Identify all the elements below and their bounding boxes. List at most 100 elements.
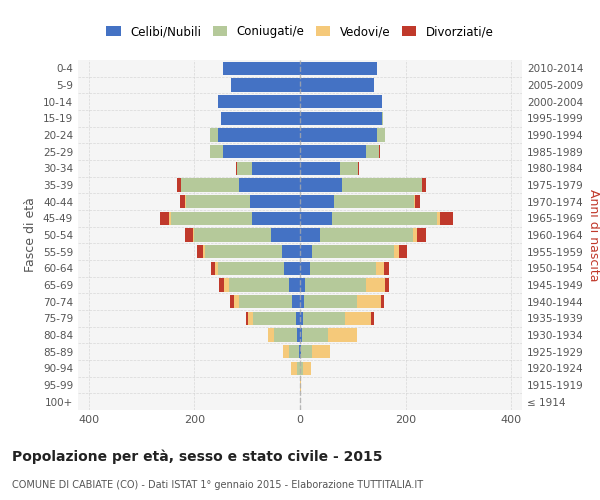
Bar <box>300 78 374 92</box>
Bar <box>377 128 385 141</box>
Bar <box>300 362 302 375</box>
Bar <box>437 212 440 225</box>
Bar <box>342 178 422 192</box>
Bar <box>218 128 300 141</box>
Bar <box>203 245 205 258</box>
Bar <box>194 228 271 241</box>
Bar <box>302 328 328 342</box>
Bar <box>283 345 289 358</box>
Bar <box>223 145 300 158</box>
Bar <box>234 295 239 308</box>
Bar <box>300 378 301 392</box>
Bar <box>394 245 399 258</box>
Bar <box>300 228 320 241</box>
Bar <box>302 362 311 375</box>
Bar <box>311 345 330 358</box>
Bar <box>239 178 300 192</box>
Bar <box>300 62 377 75</box>
Bar <box>300 112 382 125</box>
Bar <box>215 262 218 275</box>
Bar <box>300 212 332 225</box>
Bar <box>292 295 300 308</box>
Bar <box>248 312 253 325</box>
Bar <box>311 245 394 258</box>
Bar <box>205 245 281 258</box>
Bar <box>300 312 302 325</box>
Bar <box>376 262 383 275</box>
Bar <box>187 195 250 208</box>
Bar <box>340 162 358 175</box>
Bar <box>231 78 300 92</box>
Bar <box>300 262 310 275</box>
Bar <box>300 145 366 158</box>
Bar <box>236 162 253 175</box>
Bar <box>185 228 193 241</box>
Bar <box>310 262 376 275</box>
Bar <box>177 178 181 192</box>
Bar <box>218 262 284 275</box>
Bar <box>300 162 340 175</box>
Bar <box>304 295 357 308</box>
Bar <box>413 195 415 208</box>
Bar <box>300 345 301 358</box>
Bar <box>210 145 223 158</box>
Bar <box>300 195 334 208</box>
Bar <box>169 212 170 225</box>
Bar <box>170 212 253 225</box>
Legend: Celibi/Nubili, Coniugati/e, Vedovi/e, Divorziati/e: Celibi/Nubili, Coniugati/e, Vedovi/e, Di… <box>101 20 499 43</box>
Bar <box>379 145 380 158</box>
Bar <box>291 362 298 375</box>
Bar <box>300 328 302 342</box>
Bar <box>300 178 342 192</box>
Bar <box>197 245 203 258</box>
Bar <box>357 295 381 308</box>
Bar <box>366 278 385 291</box>
Bar <box>218 95 300 108</box>
Y-axis label: Anni di nascita: Anni di nascita <box>587 188 600 281</box>
Bar <box>300 95 382 108</box>
Bar <box>160 212 169 225</box>
Bar <box>300 278 305 291</box>
Y-axis label: Fasce di età: Fasce di età <box>25 198 37 272</box>
Bar <box>305 278 366 291</box>
Bar <box>239 295 292 308</box>
Bar <box>300 128 377 141</box>
Bar <box>253 212 300 225</box>
Bar <box>415 195 420 208</box>
Bar <box>296 312 300 325</box>
Bar <box>440 212 453 225</box>
Bar <box>301 345 311 358</box>
Bar <box>320 228 413 241</box>
Bar <box>382 112 383 125</box>
Bar <box>300 245 311 258</box>
Bar <box>371 312 374 325</box>
Bar <box>180 195 185 208</box>
Bar <box>230 295 234 308</box>
Bar <box>358 162 359 175</box>
Bar <box>334 195 413 208</box>
Bar <box>271 228 300 241</box>
Bar <box>413 228 417 241</box>
Bar <box>193 228 194 241</box>
Bar <box>328 328 357 342</box>
Bar <box>210 128 218 141</box>
Bar <box>417 228 427 241</box>
Bar <box>385 278 389 291</box>
Bar <box>281 245 300 258</box>
Bar <box>298 362 300 375</box>
Bar <box>221 112 300 125</box>
Bar <box>299 345 300 358</box>
Bar <box>181 178 239 192</box>
Bar <box>298 328 300 342</box>
Bar <box>253 162 300 175</box>
Bar <box>381 295 383 308</box>
Bar <box>289 278 300 291</box>
Bar <box>366 145 379 158</box>
Bar <box>185 195 187 208</box>
Text: Popolazione per età, sesso e stato civile - 2015: Popolazione per età, sesso e stato civil… <box>12 450 383 464</box>
Bar <box>274 328 298 342</box>
Bar <box>284 262 300 275</box>
Bar <box>300 295 304 308</box>
Bar <box>332 212 437 225</box>
Bar <box>383 262 389 275</box>
